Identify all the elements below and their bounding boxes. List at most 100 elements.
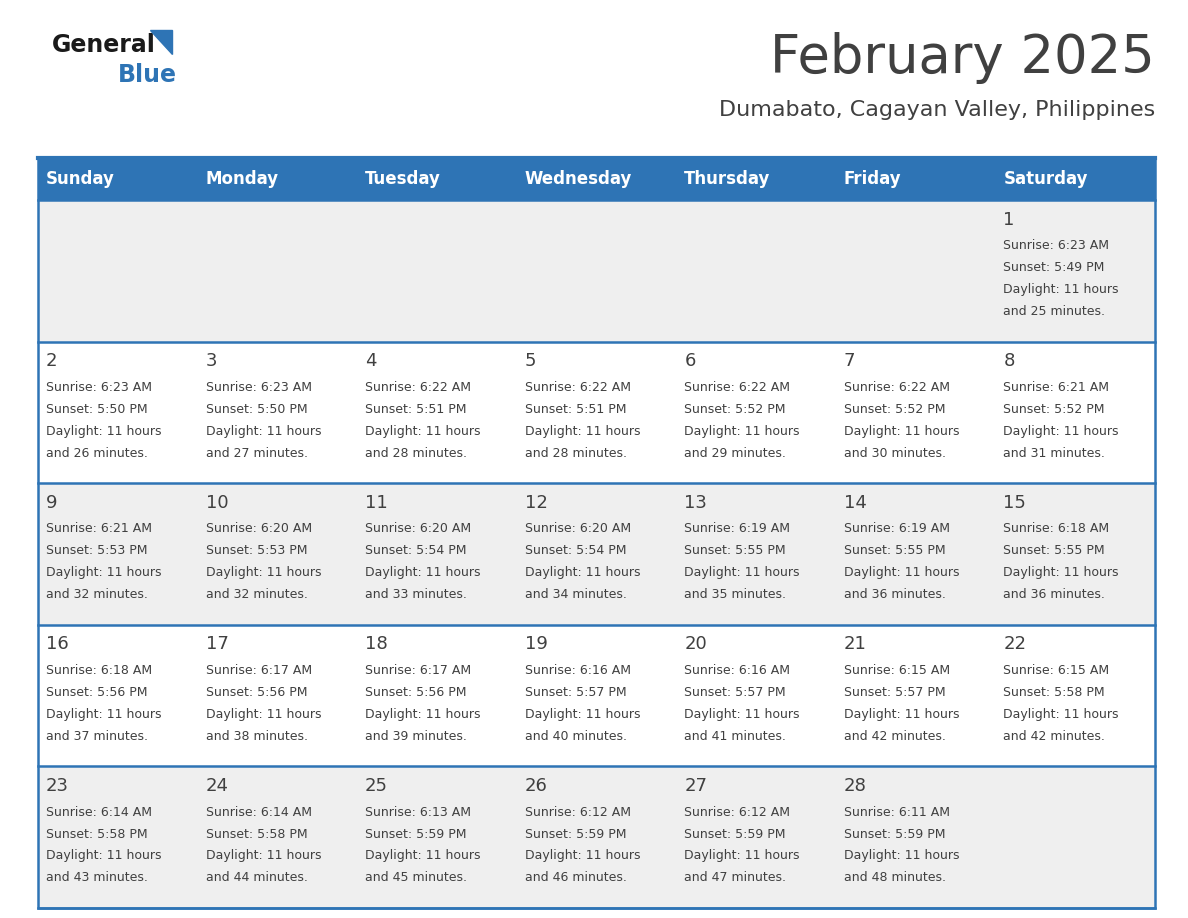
Text: and 39 minutes.: and 39 minutes. bbox=[365, 730, 467, 743]
Text: Thursday: Thursday bbox=[684, 170, 771, 188]
Text: Sunrise: 6:16 AM: Sunrise: 6:16 AM bbox=[684, 664, 790, 677]
Text: Sunset: 5:53 PM: Sunset: 5:53 PM bbox=[206, 544, 307, 557]
Text: Daylight: 11 hours: Daylight: 11 hours bbox=[46, 849, 162, 862]
Text: Saturday: Saturday bbox=[1004, 170, 1088, 188]
Text: and 36 minutes.: and 36 minutes. bbox=[1004, 588, 1105, 601]
Text: Sunrise: 6:12 AM: Sunrise: 6:12 AM bbox=[684, 806, 790, 819]
Text: and 34 minutes.: and 34 minutes. bbox=[525, 588, 626, 601]
Text: and 27 minutes.: and 27 minutes. bbox=[206, 446, 308, 460]
Text: Daylight: 11 hours: Daylight: 11 hours bbox=[525, 425, 640, 438]
Text: Sunrise: 6:11 AM: Sunrise: 6:11 AM bbox=[843, 806, 950, 819]
Text: Sunrise: 6:21 AM: Sunrise: 6:21 AM bbox=[1004, 381, 1110, 394]
Text: 21: 21 bbox=[843, 635, 867, 654]
Text: Daylight: 11 hours: Daylight: 11 hours bbox=[843, 425, 960, 438]
Text: 5: 5 bbox=[525, 353, 536, 370]
Text: 8: 8 bbox=[1004, 353, 1015, 370]
Text: Sunrise: 6:18 AM: Sunrise: 6:18 AM bbox=[46, 664, 152, 677]
Text: Daylight: 11 hours: Daylight: 11 hours bbox=[525, 566, 640, 579]
Text: Sunrise: 6:23 AM: Sunrise: 6:23 AM bbox=[46, 381, 152, 394]
Polygon shape bbox=[150, 30, 172, 54]
Text: Sunset: 5:51 PM: Sunset: 5:51 PM bbox=[525, 403, 626, 416]
Text: Sunrise: 6:14 AM: Sunrise: 6:14 AM bbox=[206, 806, 311, 819]
Text: Sunrise: 6:20 AM: Sunrise: 6:20 AM bbox=[365, 522, 472, 535]
Text: 14: 14 bbox=[843, 494, 867, 512]
Text: 6: 6 bbox=[684, 353, 696, 370]
Text: Friday: Friday bbox=[843, 170, 902, 188]
Text: and 29 minutes.: and 29 minutes. bbox=[684, 446, 786, 460]
Bar bbox=[38, 767, 1155, 908]
Text: February 2025: February 2025 bbox=[770, 32, 1155, 84]
Text: and 44 minutes.: and 44 minutes. bbox=[206, 871, 308, 884]
Text: Daylight: 11 hours: Daylight: 11 hours bbox=[206, 566, 321, 579]
Text: Sunrise: 6:17 AM: Sunrise: 6:17 AM bbox=[206, 664, 311, 677]
Text: Sunset: 5:57 PM: Sunset: 5:57 PM bbox=[684, 686, 786, 699]
Text: Sunrise: 6:23 AM: Sunrise: 6:23 AM bbox=[1004, 240, 1110, 252]
Text: 22: 22 bbox=[1004, 635, 1026, 654]
Text: 11: 11 bbox=[365, 494, 387, 512]
Text: and 28 minutes.: and 28 minutes. bbox=[525, 446, 627, 460]
Text: Sunset: 5:52 PM: Sunset: 5:52 PM bbox=[1004, 403, 1105, 416]
Text: and 36 minutes.: and 36 minutes. bbox=[843, 588, 946, 601]
Text: Daylight: 11 hours: Daylight: 11 hours bbox=[1004, 708, 1119, 721]
Text: Sunset: 5:52 PM: Sunset: 5:52 PM bbox=[684, 403, 785, 416]
Text: Sunrise: 6:17 AM: Sunrise: 6:17 AM bbox=[365, 664, 472, 677]
Text: and 40 minutes.: and 40 minutes. bbox=[525, 730, 627, 743]
Text: 3: 3 bbox=[206, 353, 217, 370]
Text: Sunset: 5:50 PM: Sunset: 5:50 PM bbox=[206, 403, 308, 416]
Text: Daylight: 11 hours: Daylight: 11 hours bbox=[1004, 425, 1119, 438]
Text: Sunset: 5:59 PM: Sunset: 5:59 PM bbox=[365, 827, 467, 841]
Text: 9: 9 bbox=[46, 494, 57, 512]
Text: and 42 minutes.: and 42 minutes. bbox=[1004, 730, 1105, 743]
Text: Sunset: 5:55 PM: Sunset: 5:55 PM bbox=[684, 544, 786, 557]
Text: Sunrise: 6:22 AM: Sunrise: 6:22 AM bbox=[525, 381, 631, 394]
Text: 26: 26 bbox=[525, 777, 548, 795]
Text: Daylight: 11 hours: Daylight: 11 hours bbox=[206, 708, 321, 721]
Text: and 38 minutes.: and 38 minutes. bbox=[206, 730, 308, 743]
Text: Sunrise: 6:14 AM: Sunrise: 6:14 AM bbox=[46, 806, 152, 819]
Text: 27: 27 bbox=[684, 777, 707, 795]
Text: Sunset: 5:54 PM: Sunset: 5:54 PM bbox=[365, 544, 467, 557]
Text: Daylight: 11 hours: Daylight: 11 hours bbox=[684, 425, 800, 438]
Text: Sunset: 5:59 PM: Sunset: 5:59 PM bbox=[525, 827, 626, 841]
Text: Tuesday: Tuesday bbox=[365, 170, 441, 188]
Text: 10: 10 bbox=[206, 494, 228, 512]
Text: Daylight: 11 hours: Daylight: 11 hours bbox=[684, 849, 800, 862]
Text: and 26 minutes.: and 26 minutes. bbox=[46, 446, 147, 460]
Text: Sunrise: 6:20 AM: Sunrise: 6:20 AM bbox=[206, 522, 311, 535]
Text: Sunset: 5:56 PM: Sunset: 5:56 PM bbox=[46, 686, 147, 699]
Text: Sunset: 5:57 PM: Sunset: 5:57 PM bbox=[525, 686, 626, 699]
Text: Sunset: 5:55 PM: Sunset: 5:55 PM bbox=[1004, 544, 1105, 557]
Text: 18: 18 bbox=[365, 635, 387, 654]
Bar bbox=[38, 158, 1155, 908]
Bar bbox=[38, 625, 1155, 767]
Text: Daylight: 11 hours: Daylight: 11 hours bbox=[684, 566, 800, 579]
Text: Daylight: 11 hours: Daylight: 11 hours bbox=[206, 425, 321, 438]
Text: Sunday: Sunday bbox=[46, 170, 115, 188]
Text: 19: 19 bbox=[525, 635, 548, 654]
Text: Sunrise: 6:23 AM: Sunrise: 6:23 AM bbox=[206, 381, 311, 394]
Text: and 33 minutes.: and 33 minutes. bbox=[365, 588, 467, 601]
Text: Daylight: 11 hours: Daylight: 11 hours bbox=[46, 708, 162, 721]
Text: Sunrise: 6:20 AM: Sunrise: 6:20 AM bbox=[525, 522, 631, 535]
Text: Sunset: 5:57 PM: Sunset: 5:57 PM bbox=[843, 686, 946, 699]
Text: Sunset: 5:58 PM: Sunset: 5:58 PM bbox=[1004, 686, 1105, 699]
Text: and 31 minutes.: and 31 minutes. bbox=[1004, 446, 1105, 460]
Text: Daylight: 11 hours: Daylight: 11 hours bbox=[525, 849, 640, 862]
Text: Sunset: 5:58 PM: Sunset: 5:58 PM bbox=[206, 827, 308, 841]
Text: Sunset: 5:55 PM: Sunset: 5:55 PM bbox=[843, 544, 946, 557]
Text: Wednesday: Wednesday bbox=[525, 170, 632, 188]
Text: Sunset: 5:49 PM: Sunset: 5:49 PM bbox=[1004, 261, 1105, 274]
Text: and 45 minutes.: and 45 minutes. bbox=[365, 871, 467, 884]
Text: and 32 minutes.: and 32 minutes. bbox=[206, 588, 308, 601]
Text: 7: 7 bbox=[843, 353, 855, 370]
Text: 1: 1 bbox=[1004, 210, 1015, 229]
Text: Daylight: 11 hours: Daylight: 11 hours bbox=[843, 566, 960, 579]
Text: 20: 20 bbox=[684, 635, 707, 654]
Text: Sunrise: 6:18 AM: Sunrise: 6:18 AM bbox=[1004, 522, 1110, 535]
Text: and 43 minutes.: and 43 minutes. bbox=[46, 871, 147, 884]
Text: Sunset: 5:59 PM: Sunset: 5:59 PM bbox=[843, 827, 946, 841]
Text: 16: 16 bbox=[46, 635, 69, 654]
Text: Sunrise: 6:13 AM: Sunrise: 6:13 AM bbox=[365, 806, 472, 819]
Text: Sunrise: 6:19 AM: Sunrise: 6:19 AM bbox=[843, 522, 950, 535]
Text: and 32 minutes.: and 32 minutes. bbox=[46, 588, 147, 601]
